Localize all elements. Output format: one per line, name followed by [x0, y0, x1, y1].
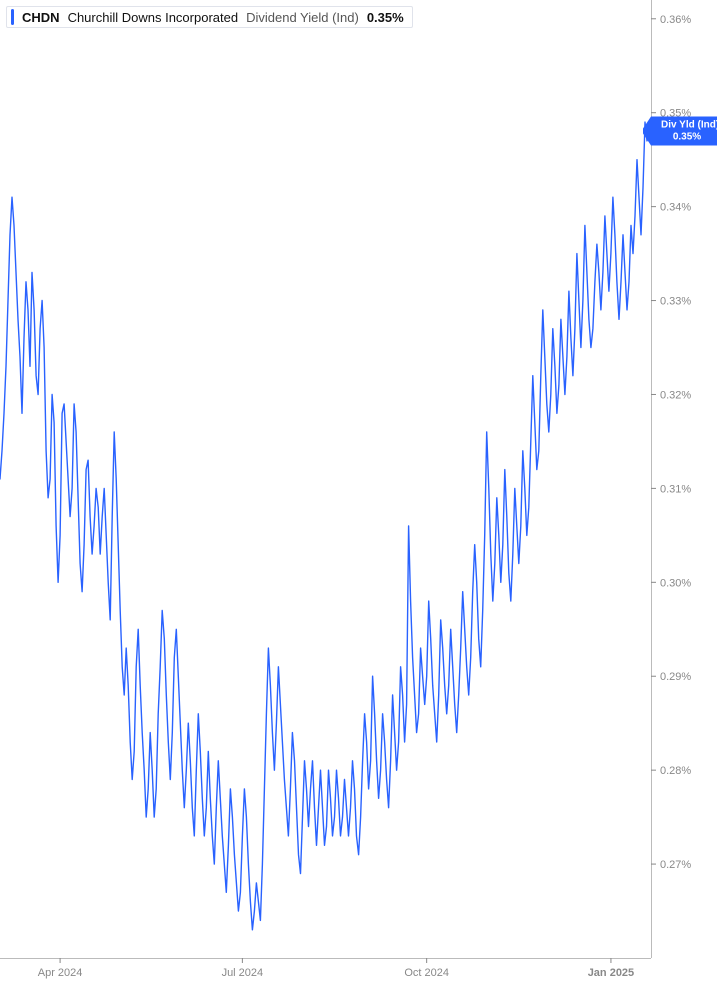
svg-text:Jul 2024: Jul 2024 — [222, 967, 264, 979]
svg-text:0.31%: 0.31% — [660, 483, 691, 495]
svg-text:0.30%: 0.30% — [660, 577, 691, 589]
svg-text:0.34%: 0.34% — [660, 202, 691, 214]
legend-color-bar — [11, 9, 14, 25]
flag-label: Div Yld (Ind) — [661, 120, 717, 131]
svg-text:Apr 2024: Apr 2024 — [38, 967, 83, 979]
flag-value: 0.35% — [673, 131, 701, 142]
legend-metric: Dividend Yield (Ind) — [246, 10, 359, 25]
chart-legend: CHDN Churchill Downs Incorporated Divide… — [6, 6, 413, 28]
svg-text:Oct 2024: Oct 2024 — [404, 967, 449, 979]
svg-text:Jan 2025: Jan 2025 — [588, 967, 634, 979]
svg-text:0.29%: 0.29% — [660, 671, 691, 683]
chart-container: CHDN Churchill Downs Incorporated Divide… — [0, 0, 717, 1005]
svg-text:0.32%: 0.32% — [660, 389, 691, 401]
svg-text:0.33%: 0.33% — [660, 296, 691, 308]
line-chart[interactable]: 0.27% 0.28% 0.29% 0.30% 0.31% 0.32% 0.33% 0.34%… — [0, 0, 717, 1005]
svg-text:0.28%: 0.28% — [660, 765, 691, 777]
legend-value: 0.35% — [367, 10, 404, 25]
svg-text:0.27%: 0.27% — [660, 859, 691, 871]
legend-company-name: Churchill Downs Incorporated — [68, 10, 239, 25]
current-value-flag: Div Yld (Ind) 0.35% — [651, 117, 717, 146]
legend-ticker: CHDN — [22, 10, 60, 25]
svg-text:0.36%: 0.36% — [660, 14, 691, 26]
